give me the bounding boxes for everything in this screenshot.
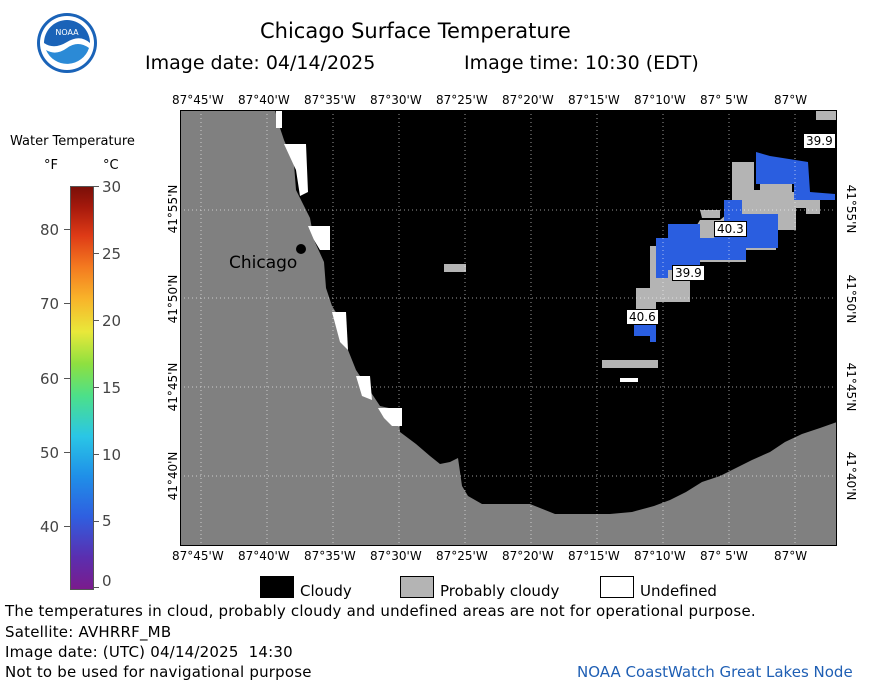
f-tick-70: 70 — [40, 295, 60, 313]
c-tick-15: 15 — [102, 379, 122, 397]
satellite-text: Satellite: AVHRRF_MB — [5, 623, 172, 641]
legend-label-probably-cloudy: Probably cloudy — [440, 582, 560, 600]
lon-label-bottom: 87°20'W — [502, 549, 554, 563]
lon-label-top: 87°10'W — [634, 93, 686, 107]
colorbar-unit-f: °F — [44, 158, 58, 173]
colorbar-f-axis — [62, 186, 70, 588]
undefined-patches — [276, 110, 638, 426]
graticule — [180, 110, 837, 546]
image-time: Image time: 10:30 (EDT) — [464, 52, 699, 74]
legend-swatch-undefined — [600, 576, 634, 598]
lon-label-bottom: 87°W — [774, 549, 808, 563]
legend-swatch-probably-cloudy — [400, 576, 434, 598]
c-tick-5: 5 — [102, 512, 112, 530]
f-tick-40: 40 — [40, 518, 60, 536]
temp-label: 39.9 — [803, 133, 836, 149]
credit-text: NOAA CoastWatch Great Lakes Node — [577, 663, 853, 681]
city-label: Chicago — [229, 253, 298, 273]
legend-label-undefined: Undefined — [640, 582, 717, 600]
lat-label-left: 41°50'N — [166, 274, 180, 324]
lon-label-bottom: 87°10'W — [634, 549, 686, 563]
lat-label-right: 41°50'N — [844, 274, 858, 324]
colorbar-gradient — [70, 186, 94, 590]
lon-label-bottom: 87° 5'W — [700, 549, 748, 563]
temperature-map — [180, 110, 837, 546]
lon-label-bottom: 87°35'W — [304, 549, 356, 563]
colorbar-unit-c: °C — [103, 158, 119, 173]
lon-label-top: 87°40'W — [238, 93, 290, 107]
lon-label-bottom: 87°40'W — [238, 549, 290, 563]
lon-label-top: 87°20'W — [502, 93, 554, 107]
page-title: Chicago Surface Temperature — [260, 19, 571, 43]
nav-warning-text: Not to be used for navigational purpose — [5, 663, 312, 681]
legend-swatch-cloudy — [260, 576, 294, 598]
lon-label-top: 87°35'W — [304, 93, 356, 107]
c-tick-20: 20 — [102, 312, 122, 330]
temp-label: 39.9 — [672, 265, 705, 281]
legend-label-cloudy: Cloudy — [300, 582, 352, 600]
lon-label-top: 87°25'W — [436, 93, 488, 107]
disclaimer-text: The temperatures in cloud, probably clou… — [5, 602, 756, 620]
c-tick-0: 0 — [102, 572, 112, 590]
lon-label-top: 87°30'W — [370, 93, 422, 107]
lon-label-top: 87°15'W — [568, 93, 620, 107]
lat-label-left: 41°45'N — [166, 362, 180, 412]
f-tick-50: 50 — [40, 444, 60, 462]
lon-label-bottom: 87°15'W — [568, 549, 620, 563]
lat-label-right: 41°40'N — [844, 451, 858, 501]
utc-date-text: Image date: (UTC) 04/14/2025 14:30 — [5, 643, 293, 661]
lon-label-top: 87°45'W — [172, 93, 224, 107]
lon-label-bottom: 87°30'W — [370, 549, 422, 563]
temp-label: 40.6 — [626, 309, 659, 325]
f-tick-80: 80 — [40, 221, 60, 239]
temp-label: 40.3 — [714, 221, 747, 237]
image-date: Image date: 04/14/2025 — [145, 52, 376, 74]
colorbar-title: Water Temperature — [10, 134, 135, 149]
lon-label-top: 87° 5'W — [700, 93, 748, 107]
lat-label-right: 41°55'N — [844, 184, 858, 234]
lat-label-left: 41°55'N — [166, 184, 180, 234]
noaa-logo-icon: NOAA — [37, 13, 97, 73]
c-tick-25: 25 — [102, 245, 122, 263]
lon-label-bottom: 87°25'W — [436, 549, 488, 563]
colorbar-c-axis — [93, 186, 101, 588]
c-tick-10: 10 — [102, 446, 122, 464]
lon-label-bottom: 87°45'W — [172, 549, 224, 563]
lat-label-left: 41°40'N — [166, 451, 180, 501]
f-tick-60: 60 — [40, 370, 60, 388]
lat-label-right: 41°45'N — [844, 362, 858, 412]
chicago-marker — [296, 244, 306, 254]
noaa-logo-text: NOAA — [55, 28, 79, 37]
lake-cloud-area — [275, 110, 837, 514]
lon-label-top: 87°W — [774, 93, 808, 107]
c-tick-30: 30 — [102, 178, 122, 196]
